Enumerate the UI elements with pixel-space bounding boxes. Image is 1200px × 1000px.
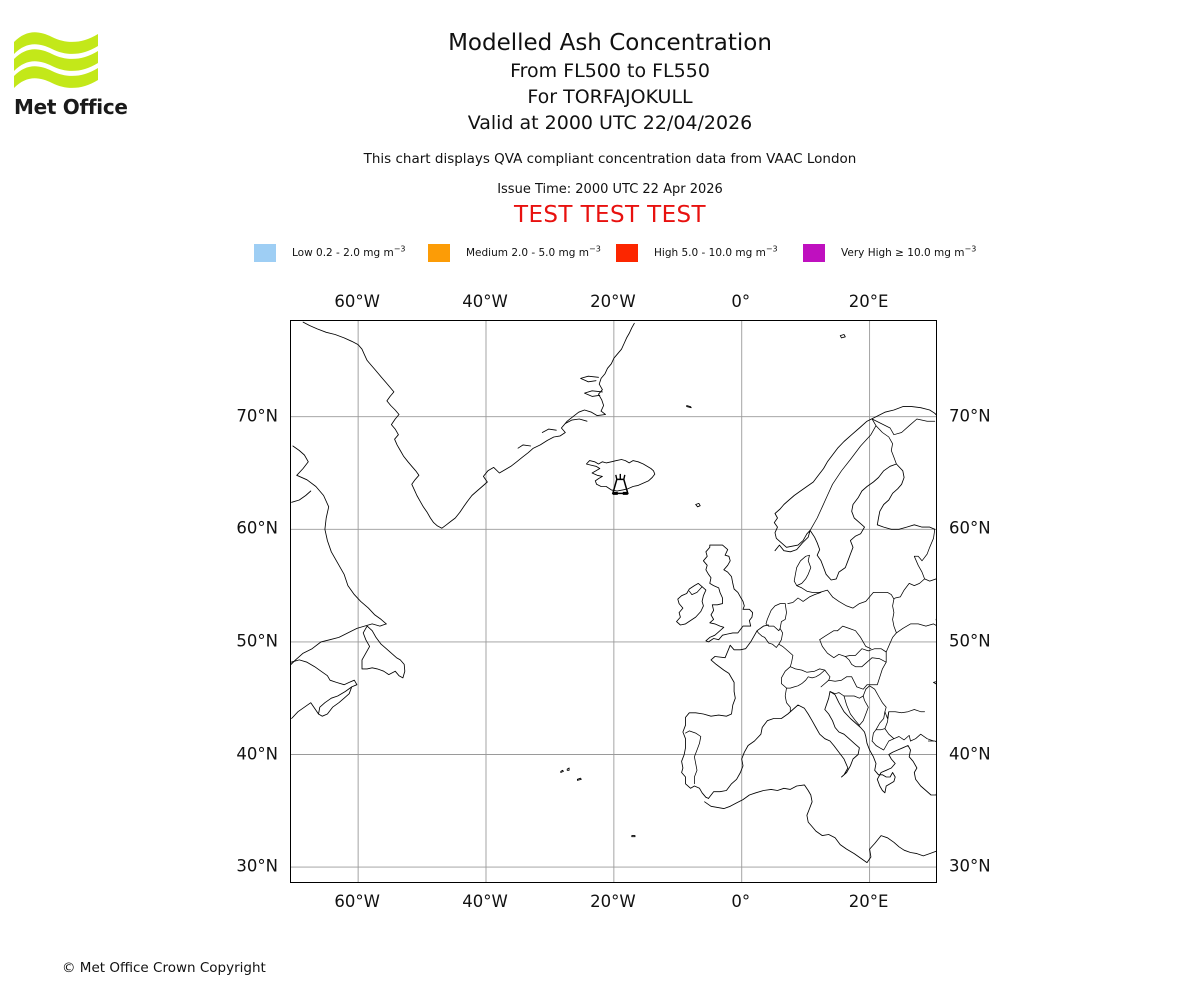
latitude-tick-label: 70°N	[949, 406, 991, 426]
volcano-name: For TORFAJOKULL	[527, 86, 693, 108]
legend-item: Medium 2.0 - 5.0 mg m−3	[428, 243, 601, 263]
volcano-marker-icon	[611, 473, 629, 495]
longitude-tick-label: 20°W	[590, 892, 636, 911]
legend-item: Low 0.2 - 2.0 mg m−3	[254, 243, 405, 263]
test-banner: TEST TEST TEST	[514, 202, 706, 228]
latitude-tick-label: 40°N	[949, 744, 991, 763]
latitude-tick-label: 60°N	[949, 518, 991, 538]
met-office-wave-icon	[14, 32, 98, 88]
legend-swatch	[254, 244, 276, 262]
page-title: Modelled Ash Concentration	[448, 30, 772, 56]
latitude-tick-label: 40°N	[236, 744, 278, 763]
longitude-tick-label: 60°W	[334, 292, 380, 311]
legend-item: High 5.0 - 10.0 mg m−3	[616, 243, 778, 263]
issue-time: Issue Time: 2000 UTC 22 Apr 2026	[497, 182, 723, 197]
longitude-tick-label: 20°E	[848, 892, 889, 911]
legend-swatch	[428, 244, 450, 262]
met-office-logo: Met Office	[12, 28, 202, 119]
latitude-tick-label: 50°N	[949, 631, 991, 651]
ash-concentration-map[interactable]: 60°W 60°W 40°W 40°W 20°W 20°W 0° 0° 20°E 20°E 70°N…	[236, 292, 990, 911]
copyright-notice: © Met Office Crown Copyright	[62, 960, 266, 976]
longitude-tick-label: 20°W	[590, 292, 636, 311]
latitude-tick-label: 60°N	[236, 518, 278, 538]
longitude-tick-label: 40°W	[462, 892, 508, 911]
longitude-tick-label: 40°W	[462, 292, 508, 311]
legend-swatch	[803, 244, 825, 262]
longitude-tick-label: 0°	[731, 292, 751, 311]
chart-header: Modelled Ash Concentration From FL500 to…	[180, 28, 1040, 229]
flight-level-range: From FL500 to FL550	[510, 60, 710, 82]
concentration-legend: Low 0.2 - 2.0 mg m−3 Medium 2.0 - 5.0 mg …	[0, 243, 1200, 263]
chart-note: This chart displays QVA compliant concen…	[363, 151, 857, 167]
legend-label: Very High ≥ 10.0 mg m−3	[841, 244, 977, 259]
map-coastlines	[291, 321, 936, 864]
map-canvas	[291, 321, 936, 882]
legend-label: High 5.0 - 10.0 mg m−3	[654, 244, 778, 259]
latitude-tick-label: 70°N	[236, 406, 278, 426]
latitude-tick-label: 50°N	[236, 631, 278, 651]
latitude-tick-label: 30°N	[949, 856, 991, 876]
legend-label: Low 0.2 - 2.0 mg m−3	[292, 244, 406, 259]
map-gridlines	[291, 321, 936, 882]
latitude-tick-label: 30°N	[236, 856, 278, 876]
legend-item: Very High ≥ 10.0 mg m−3	[803, 243, 976, 263]
map-country-borders	[685, 418, 936, 785]
legend-swatch	[616, 244, 638, 262]
map-frame	[290, 320, 937, 883]
met-office-logo-text: Met Office	[14, 95, 128, 119]
longitude-tick-label: 60°W	[334, 892, 380, 911]
longitude-tick-label: 20°E	[848, 292, 889, 311]
longitude-tick-label: 0°	[731, 892, 751, 911]
legend-label: Medium 2.0 - 5.0 mg m−3	[466, 244, 601, 259]
valid-time: Valid at 2000 UTC 22/04/2026	[467, 112, 753, 134]
